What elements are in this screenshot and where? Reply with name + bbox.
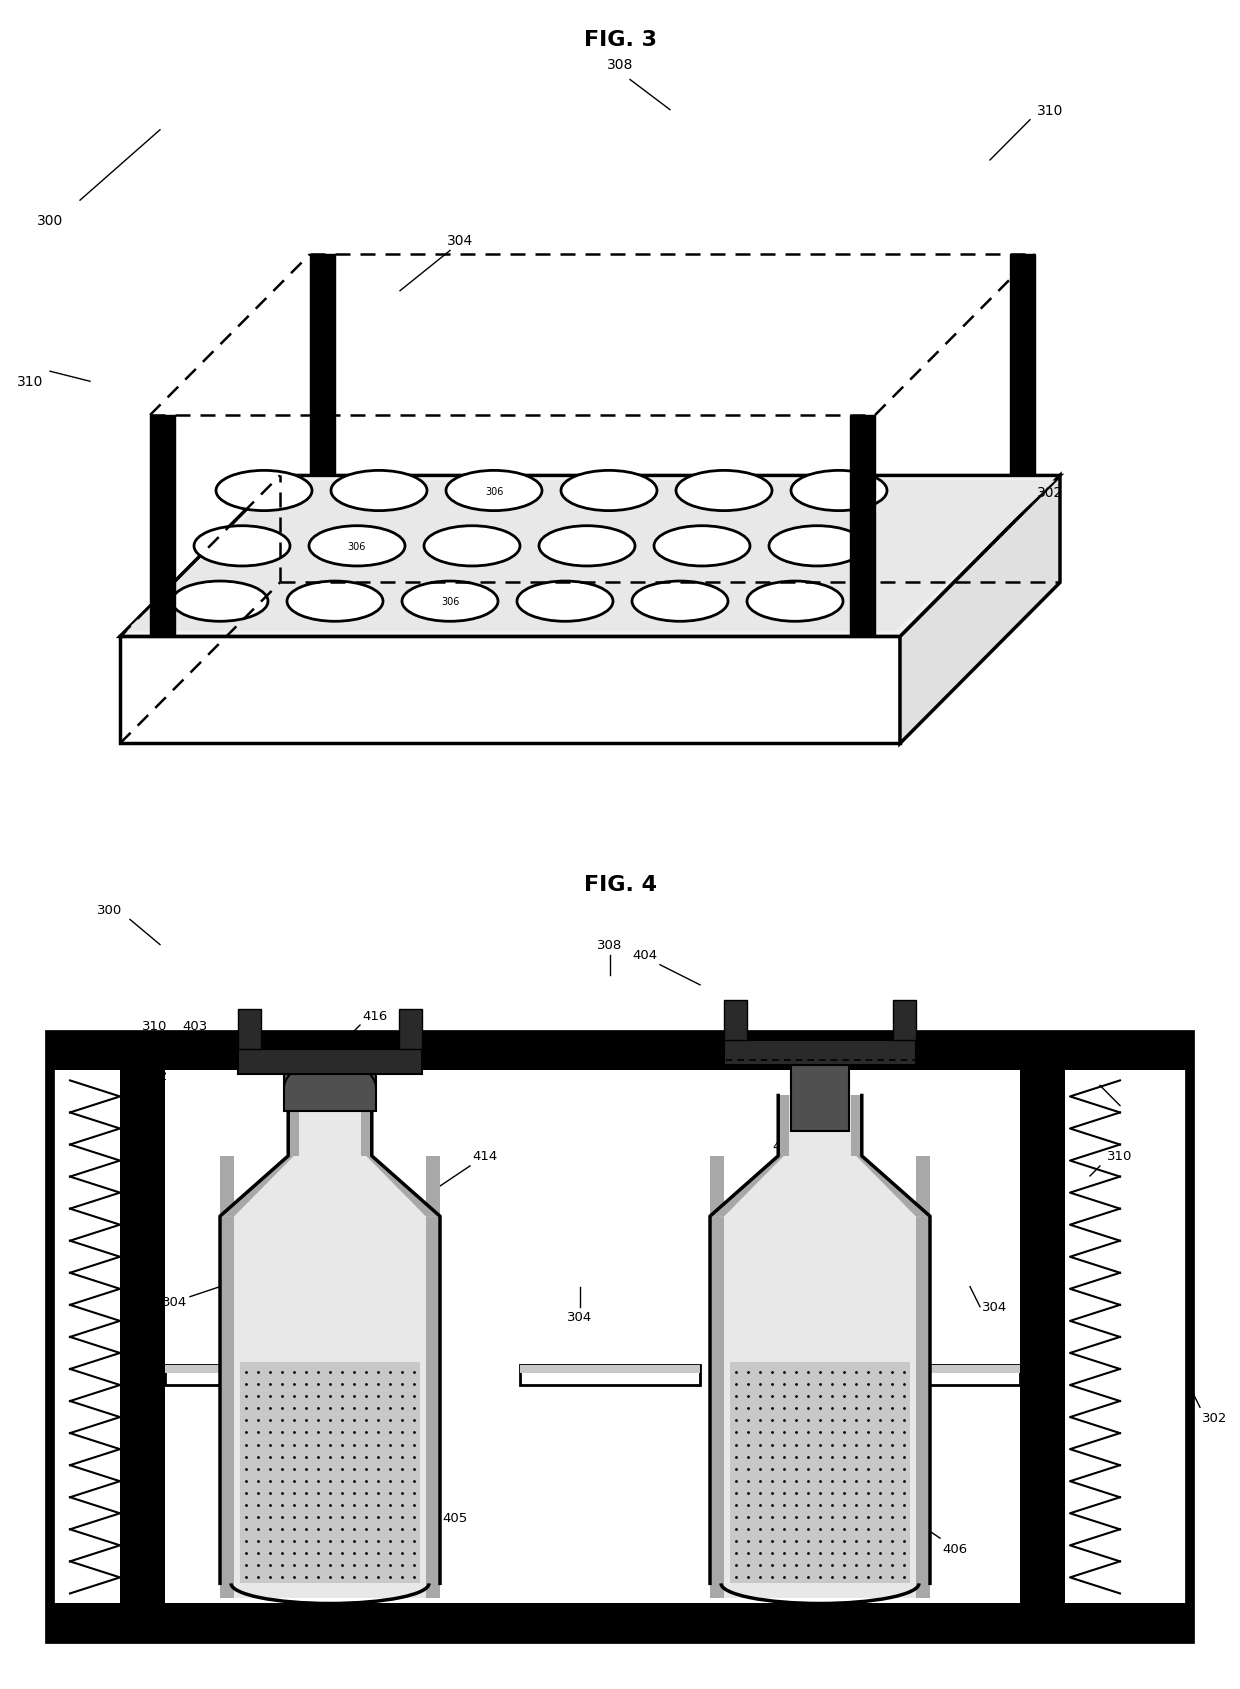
Bar bbox=[238, 1049, 422, 1074]
Text: 410: 410 bbox=[792, 1371, 817, 1383]
Text: 304: 304 bbox=[162, 1295, 187, 1309]
Ellipse shape bbox=[517, 581, 613, 622]
Text: 412: 412 bbox=[1068, 1059, 1092, 1073]
Text: 302: 302 bbox=[1203, 1410, 1228, 1424]
Bar bbox=[880, 1365, 1021, 1385]
Ellipse shape bbox=[746, 581, 843, 622]
Bar bbox=[165, 1365, 325, 1385]
Bar bbox=[284, 1061, 376, 1111]
Text: 414: 414 bbox=[472, 1150, 497, 1162]
Bar bbox=[288, 1096, 372, 1157]
Polygon shape bbox=[711, 1157, 930, 1216]
Bar bbox=[398, 1008, 422, 1049]
Polygon shape bbox=[900, 476, 1060, 743]
Ellipse shape bbox=[539, 527, 635, 566]
Ellipse shape bbox=[286, 581, 383, 622]
Bar bbox=[50, 1035, 1190, 1638]
Ellipse shape bbox=[653, 527, 750, 566]
Polygon shape bbox=[219, 1157, 294, 1216]
Ellipse shape bbox=[216, 471, 312, 512]
Text: 403: 403 bbox=[182, 1018, 207, 1032]
Bar bbox=[239, 1363, 420, 1584]
Text: 406: 406 bbox=[942, 1542, 967, 1556]
Bar bbox=[50, 1603, 1190, 1638]
Ellipse shape bbox=[402, 581, 498, 622]
Text: 412: 412 bbox=[143, 1069, 167, 1083]
Text: 302: 302 bbox=[1037, 486, 1063, 500]
Ellipse shape bbox=[309, 527, 405, 566]
Bar bbox=[711, 1157, 724, 1598]
Polygon shape bbox=[856, 1157, 930, 1216]
Bar bbox=[219, 1157, 234, 1598]
Polygon shape bbox=[120, 637, 900, 743]
Bar bbox=[310, 255, 335, 476]
Text: 304: 304 bbox=[568, 1311, 593, 1324]
Bar bbox=[791, 1061, 849, 1132]
Text: 300: 300 bbox=[98, 904, 123, 917]
Ellipse shape bbox=[331, 471, 427, 512]
Text: 416: 416 bbox=[773, 1140, 797, 1152]
Bar bbox=[724, 1216, 915, 1598]
Text: 405: 405 bbox=[443, 1512, 467, 1525]
Text: 404: 404 bbox=[632, 949, 657, 961]
Text: 300: 300 bbox=[37, 215, 63, 228]
Bar bbox=[779, 1096, 789, 1157]
Bar bbox=[851, 1096, 862, 1157]
Bar bbox=[1011, 255, 1035, 476]
Bar bbox=[724, 1040, 916, 1066]
Bar bbox=[288, 1096, 299, 1157]
Bar bbox=[50, 1035, 1190, 1071]
Text: 310: 310 bbox=[1107, 1150, 1132, 1162]
Bar bbox=[915, 1157, 930, 1598]
Bar bbox=[880, 1365, 1021, 1373]
Text: 310: 310 bbox=[143, 1018, 167, 1032]
Text: 308: 308 bbox=[67, 1625, 93, 1637]
Bar bbox=[1021, 1071, 1065, 1603]
Bar bbox=[120, 1071, 165, 1603]
Polygon shape bbox=[366, 1157, 440, 1216]
Ellipse shape bbox=[424, 527, 520, 566]
Text: 310: 310 bbox=[17, 375, 43, 388]
Polygon shape bbox=[711, 1157, 784, 1216]
Text: 416: 416 bbox=[362, 1008, 388, 1022]
Bar bbox=[893, 1000, 916, 1040]
Text: 304: 304 bbox=[446, 235, 474, 248]
Bar bbox=[520, 1365, 701, 1373]
Bar bbox=[849, 415, 875, 637]
Text: 310: 310 bbox=[1037, 103, 1063, 118]
Text: 308: 308 bbox=[598, 939, 622, 951]
Bar bbox=[724, 1000, 748, 1040]
Bar bbox=[730, 1363, 910, 1584]
Polygon shape bbox=[120, 476, 1060, 637]
Polygon shape bbox=[219, 1157, 440, 1216]
Ellipse shape bbox=[560, 471, 657, 512]
Ellipse shape bbox=[676, 471, 773, 512]
Text: FIG. 3: FIG. 3 bbox=[584, 30, 656, 51]
Text: 304: 304 bbox=[982, 1301, 1008, 1314]
Ellipse shape bbox=[193, 527, 290, 566]
Text: 306: 306 bbox=[347, 542, 366, 552]
Ellipse shape bbox=[791, 471, 887, 512]
Text: FIG. 4: FIG. 4 bbox=[584, 875, 656, 895]
Bar bbox=[150, 415, 175, 637]
Text: 306: 306 bbox=[440, 596, 459, 606]
Bar bbox=[520, 1365, 701, 1385]
Ellipse shape bbox=[172, 581, 268, 622]
Text: 410: 410 bbox=[303, 1371, 327, 1383]
Bar bbox=[238, 1008, 262, 1049]
Ellipse shape bbox=[769, 527, 866, 566]
Bar bbox=[425, 1157, 440, 1598]
Ellipse shape bbox=[446, 471, 542, 512]
Ellipse shape bbox=[632, 581, 728, 622]
Bar bbox=[361, 1096, 372, 1157]
Polygon shape bbox=[125, 481, 1055, 632]
Text: 308: 308 bbox=[606, 59, 634, 73]
Text: 306: 306 bbox=[485, 486, 503, 497]
Bar bbox=[779, 1096, 862, 1157]
Bar bbox=[165, 1365, 325, 1373]
Bar bbox=[234, 1216, 425, 1598]
